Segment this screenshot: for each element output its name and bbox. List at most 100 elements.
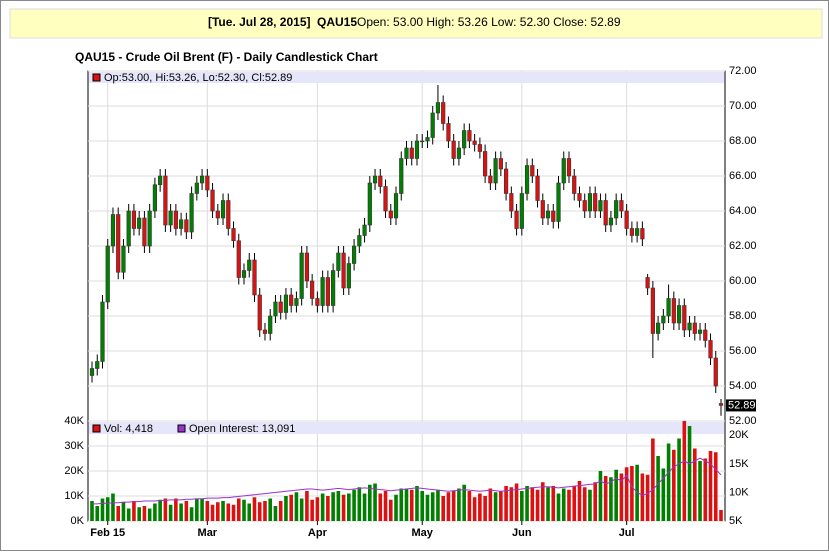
candle-body bbox=[635, 228, 640, 236]
candle-body bbox=[645, 277, 650, 289]
candle-body bbox=[205, 175, 210, 191]
candle-body bbox=[294, 298, 299, 306]
candle-body bbox=[477, 144, 482, 152]
candle-body bbox=[388, 210, 393, 219]
candle-body bbox=[655, 322, 661, 334]
legend-swatch bbox=[92, 73, 101, 82]
candle-body bbox=[100, 301, 105, 362]
volume-bar bbox=[331, 492, 335, 521]
candle-body bbox=[126, 210, 131, 247]
x-tick-label: Jun bbox=[512, 527, 532, 539]
candle-body bbox=[441, 102, 446, 124]
volume-bar bbox=[687, 426, 692, 521]
volume-bar bbox=[451, 491, 456, 521]
candle-body bbox=[619, 200, 624, 212]
volume-bar bbox=[257, 502, 262, 521]
candle-body bbox=[561, 158, 566, 184]
volume-bar bbox=[284, 496, 288, 521]
candle-body bbox=[273, 301, 278, 317]
volume-bar bbox=[289, 494, 293, 521]
oi-line bbox=[92, 457, 722, 505]
volume-bar bbox=[698, 461, 702, 521]
header-quote: Open: 53.00 High: 53.26 Low: 52.30 Close… bbox=[357, 15, 621, 29]
candle-body bbox=[556, 182, 561, 222]
volume-bar bbox=[540, 482, 545, 521]
legend-strip bbox=[89, 422, 724, 434]
y2-tick-label: 15K bbox=[729, 458, 749, 470]
y-tick-label: 60.00 bbox=[729, 275, 757, 287]
volume-bar bbox=[682, 421, 687, 521]
volume-bar bbox=[116, 506, 121, 521]
volume-bar bbox=[551, 486, 556, 521]
candle-body bbox=[462, 130, 467, 149]
candle-body bbox=[215, 210, 220, 219]
volume-bar bbox=[525, 486, 529, 521]
volume-bar bbox=[593, 482, 597, 521]
y-tick-label: 54.00 bbox=[729, 380, 757, 392]
candle-body bbox=[320, 277, 325, 306]
candle-body bbox=[152, 184, 158, 212]
candle-body bbox=[247, 259, 252, 271]
x-tick-label: Feb 15 bbox=[90, 527, 125, 539]
x-tick-label: Apr bbox=[308, 527, 328, 539]
candle-body bbox=[341, 252, 346, 289]
candle-body bbox=[257, 294, 262, 331]
candle-body bbox=[404, 147, 409, 159]
volume-bar bbox=[677, 438, 681, 521]
volume-bar bbox=[630, 466, 634, 521]
volume-bar bbox=[105, 497, 110, 521]
candle-body bbox=[483, 151, 488, 177]
volume-bar bbox=[614, 469, 618, 521]
legend-swatch bbox=[177, 424, 186, 433]
volume-bar bbox=[195, 498, 199, 521]
volume-bar bbox=[441, 496, 445, 521]
y2-tick-label: 10K bbox=[729, 486, 749, 498]
candle-body bbox=[393, 193, 399, 219]
volume-bar bbox=[168, 504, 173, 521]
volume-bar bbox=[126, 508, 131, 521]
volume-bar bbox=[719, 509, 723, 521]
candle-body bbox=[262, 329, 268, 334]
candle-body bbox=[158, 175, 163, 186]
candle-body bbox=[456, 147, 462, 159]
volume-bar bbox=[651, 438, 655, 521]
volume-bar bbox=[708, 451, 713, 521]
candle-body bbox=[116, 214, 121, 273]
volume-bar bbox=[388, 499, 393, 521]
volume-bar bbox=[226, 503, 231, 521]
candle-body bbox=[451, 140, 456, 159]
candle-body bbox=[179, 219, 184, 229]
y-tick-label: 68.00 bbox=[729, 135, 757, 147]
candle-body bbox=[346, 263, 351, 289]
volume-bar bbox=[619, 473, 624, 521]
candle-body bbox=[446, 123, 451, 142]
volume-bar bbox=[572, 486, 577, 521]
volume-bar bbox=[472, 497, 477, 521]
y2-tick-label: 20K bbox=[729, 429, 749, 441]
candle-body bbox=[671, 298, 676, 324]
volume-bar bbox=[499, 491, 503, 521]
volume-bar bbox=[163, 498, 168, 521]
volume-bar bbox=[242, 499, 246, 521]
volume-bar bbox=[703, 458, 708, 521]
candle-body bbox=[220, 200, 226, 219]
candle-body bbox=[435, 102, 441, 114]
candle-body bbox=[514, 210, 519, 229]
volume-bar bbox=[582, 487, 587, 521]
volume-bar bbox=[462, 484, 466, 521]
candle-body bbox=[430, 112, 435, 138]
candle-body bbox=[210, 189, 215, 212]
candle-body bbox=[199, 175, 205, 184]
volume-bar bbox=[692, 448, 697, 521]
volume-bar bbox=[483, 496, 487, 521]
x-tick-label: Mar bbox=[198, 527, 218, 539]
candle-body bbox=[147, 210, 152, 247]
volume-bar bbox=[231, 504, 236, 521]
header-date: [Tue. Jul 28, 2015] bbox=[208, 15, 311, 29]
candle-body bbox=[173, 210, 178, 229]
candle-body bbox=[682, 305, 687, 331]
y-tick-label: 40K bbox=[64, 415, 84, 427]
legend-swatch bbox=[92, 424, 101, 433]
